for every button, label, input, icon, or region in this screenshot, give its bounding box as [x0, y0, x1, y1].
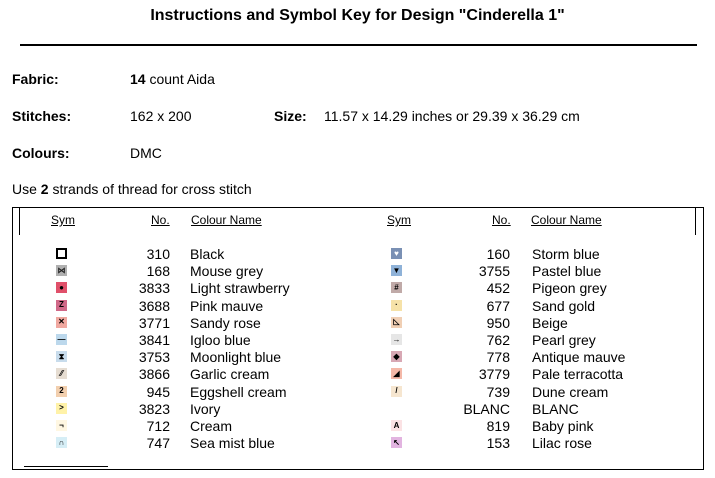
colour-number: 950	[486, 314, 510, 331]
arch-icon: ∩	[56, 437, 67, 449]
strands-instruction: Use 2 strands of thread for cross stitch	[12, 181, 252, 197]
colour-name: Dune cream	[532, 383, 609, 400]
colour-name: Black	[190, 246, 225, 262]
arrow-up-left-icon: ↖	[391, 437, 402, 449]
colour-name: Mouse grey	[190, 263, 264, 280]
colour-number: BLANC	[463, 400, 510, 417]
colour-number: 160	[486, 246, 510, 262]
symbol-key-table	[12, 207, 704, 470]
fabric-count: 14	[130, 71, 146, 87]
colour-number: 712	[146, 418, 170, 434]
fabric-label: Fabric:	[12, 71, 59, 87]
triangle-corner-icon: ◺	[391, 316, 402, 328]
colour-name: Pale terracotta	[532, 366, 624, 383]
corner-icon: ¬	[56, 420, 67, 431]
hourglass-icon: ⧗	[56, 351, 67, 363]
colour-name: Cream	[190, 418, 233, 434]
colour-name: Pastel blue	[532, 263, 602, 280]
header-name-right: Colour Name	[531, 213, 602, 227]
colour-number: 739	[486, 383, 510, 400]
two-icon: 2	[56, 385, 67, 397]
diamond-icon: ◆	[391, 351, 402, 363]
z-icon: Z	[56, 299, 67, 311]
small-dot-icon: ·	[391, 299, 402, 311]
colour-name: Sea mist blue	[190, 435, 275, 452]
down-triangle-icon: ▼	[391, 265, 402, 277]
colour-name: Storm blue	[532, 246, 600, 262]
strands-prefix: Use	[12, 181, 37, 197]
colour-number: 778	[486, 349, 510, 366]
greater-than-icon: >	[56, 402, 67, 414]
colour-name: Pigeon grey	[532, 280, 607, 297]
colours-label: Colours:	[12, 145, 70, 161]
colour-number: 677	[486, 297, 510, 314]
colour-number: 3866	[138, 366, 170, 383]
colour-name: Baby pink	[532, 418, 594, 434]
cross-icon: ✕	[56, 316, 67, 328]
a-icon: A	[391, 420, 402, 431]
size-value: 11.57 x 14.29 inches or 29.39 x 36.29 cm	[324, 108, 580, 124]
colour-name: Lilac rose	[532, 435, 592, 452]
colour-name: Ivory	[190, 400, 221, 417]
colour-name: Light strawberry	[190, 280, 290, 297]
colour-name: Sandy rose	[190, 314, 261, 331]
colour-number: 3688	[138, 297, 170, 314]
header-no-right: No.	[492, 213, 511, 227]
arrow-right-icon: →	[391, 334, 402, 345]
bowtie-icon: ⋈	[56, 265, 67, 277]
dot-icon: ●	[56, 282, 67, 294]
colour-number: 452	[486, 280, 510, 297]
colour-number: 153	[486, 435, 510, 452]
colour-name: Antique mauve	[532, 349, 626, 366]
table-bottom-rule	[24, 466, 108, 467]
table-divider-right	[695, 207, 696, 235]
title-underline	[20, 44, 697, 46]
hollow-square-icon	[56, 248, 67, 259]
strands-count: 2	[40, 181, 49, 197]
header-name-left: Colour Name	[191, 213, 262, 227]
colour-number: 3823	[138, 400, 170, 417]
hash-icon: #	[391, 282, 402, 294]
colour-number: 945	[146, 383, 170, 400]
colour-number: 3753	[138, 349, 170, 366]
colour-number: 819	[486, 418, 510, 434]
colour-number: 3841	[138, 332, 170, 348]
colour-name: Beige	[532, 314, 568, 331]
colour-number: 3779	[478, 366, 510, 383]
colour-number: 3833	[138, 280, 170, 297]
colour-name: Sand gold	[532, 297, 596, 314]
page-title: Instructions and Symbol Key for Design "…	[150, 7, 565, 24]
colour-name: Pink mauve	[190, 297, 264, 314]
colour-name: Garlic cream	[190, 366, 270, 383]
colour-number: 3755	[478, 263, 510, 280]
colours-value: DMC	[130, 145, 162, 161]
colour-number: 747	[146, 435, 170, 452]
stitches-value: 162 x 200	[130, 108, 192, 124]
wedge-icon: ◢	[391, 368, 402, 380]
dash-icon: —	[56, 334, 67, 345]
heart-icon: ♥	[391, 248, 402, 259]
double-slash-icon: ⁄⁄	[56, 368, 67, 380]
colour-number: 762	[486, 332, 510, 348]
colour-number: 310	[146, 246, 170, 262]
strands-suffix: strands of thread for cross stitch	[52, 181, 252, 197]
header-sym-right: Sym	[387, 213, 411, 227]
colour-name: BLANC	[532, 400, 579, 417]
colour-name: Eggshell cream	[190, 383, 287, 400]
fabric-type: count Aida	[149, 71, 215, 87]
stitches-label: Stitches:	[12, 108, 72, 124]
colour-name: Pearl grey	[532, 332, 596, 348]
colour-number: 3771	[138, 314, 170, 331]
colour-name: Moonlight blue	[190, 349, 282, 366]
colour-number: 168	[146, 263, 170, 280]
size-label: Size:	[274, 108, 307, 124]
table-divider-left	[19, 207, 20, 235]
slash-icon: /	[391, 385, 402, 397]
fabric-value: 14 count Aida	[130, 71, 215, 87]
colour-name: Igloo blue	[190, 332, 251, 348]
header-no-left: No.	[151, 213, 170, 227]
header-sym-left: Sym	[51, 213, 75, 227]
